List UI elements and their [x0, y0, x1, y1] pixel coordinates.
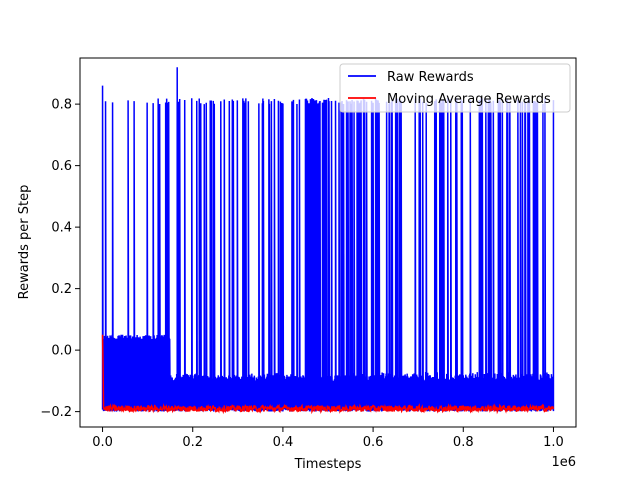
series-raw-rewards [101, 67, 555, 412]
legend: Raw Rewards Moving Average Rewards [339, 63, 571, 113]
x-axis: 0.0 0.2 0.4 0.6 0.8 1.0 [92, 427, 564, 450]
plot-frame [79, 57, 577, 428]
x-tick-label: 0.6 [363, 435, 384, 450]
x-tick-label: 0.8 [453, 435, 474, 450]
y-tick-label: 0.6 [51, 159, 72, 174]
x-tick-label: 0.4 [273, 435, 294, 450]
y-tick-label: 0.2 [51, 282, 72, 297]
x-axis-offset-label: 1e6 [551, 455, 576, 470]
y-tick-label: 0.0 [51, 344, 72, 359]
legend-label-avg: Moving Average Rewards [387, 92, 551, 107]
legend-box [339, 63, 571, 113]
y-tick-label: 0.8 [51, 98, 72, 113]
y-tick-label: 0.4 [51, 221, 72, 236]
x-tick-label: 0.2 [182, 435, 203, 450]
x-tick-label: 0.0 [92, 435, 113, 450]
series-moving-average [101, 334, 555, 415]
legend-label-raw: Raw Rewards [387, 70, 474, 85]
x-tick-label: 1.0 [543, 435, 564, 450]
y-tick-label: −0.2 [40, 405, 72, 420]
y-axis: −0.2 0.0 0.2 0.4 0.6 0.8 [40, 98, 80, 420]
series-layer [101, 67, 555, 415]
x-axis-label: Timesteps [294, 457, 362, 472]
y-axis-label: Rewards per Step [17, 185, 32, 300]
